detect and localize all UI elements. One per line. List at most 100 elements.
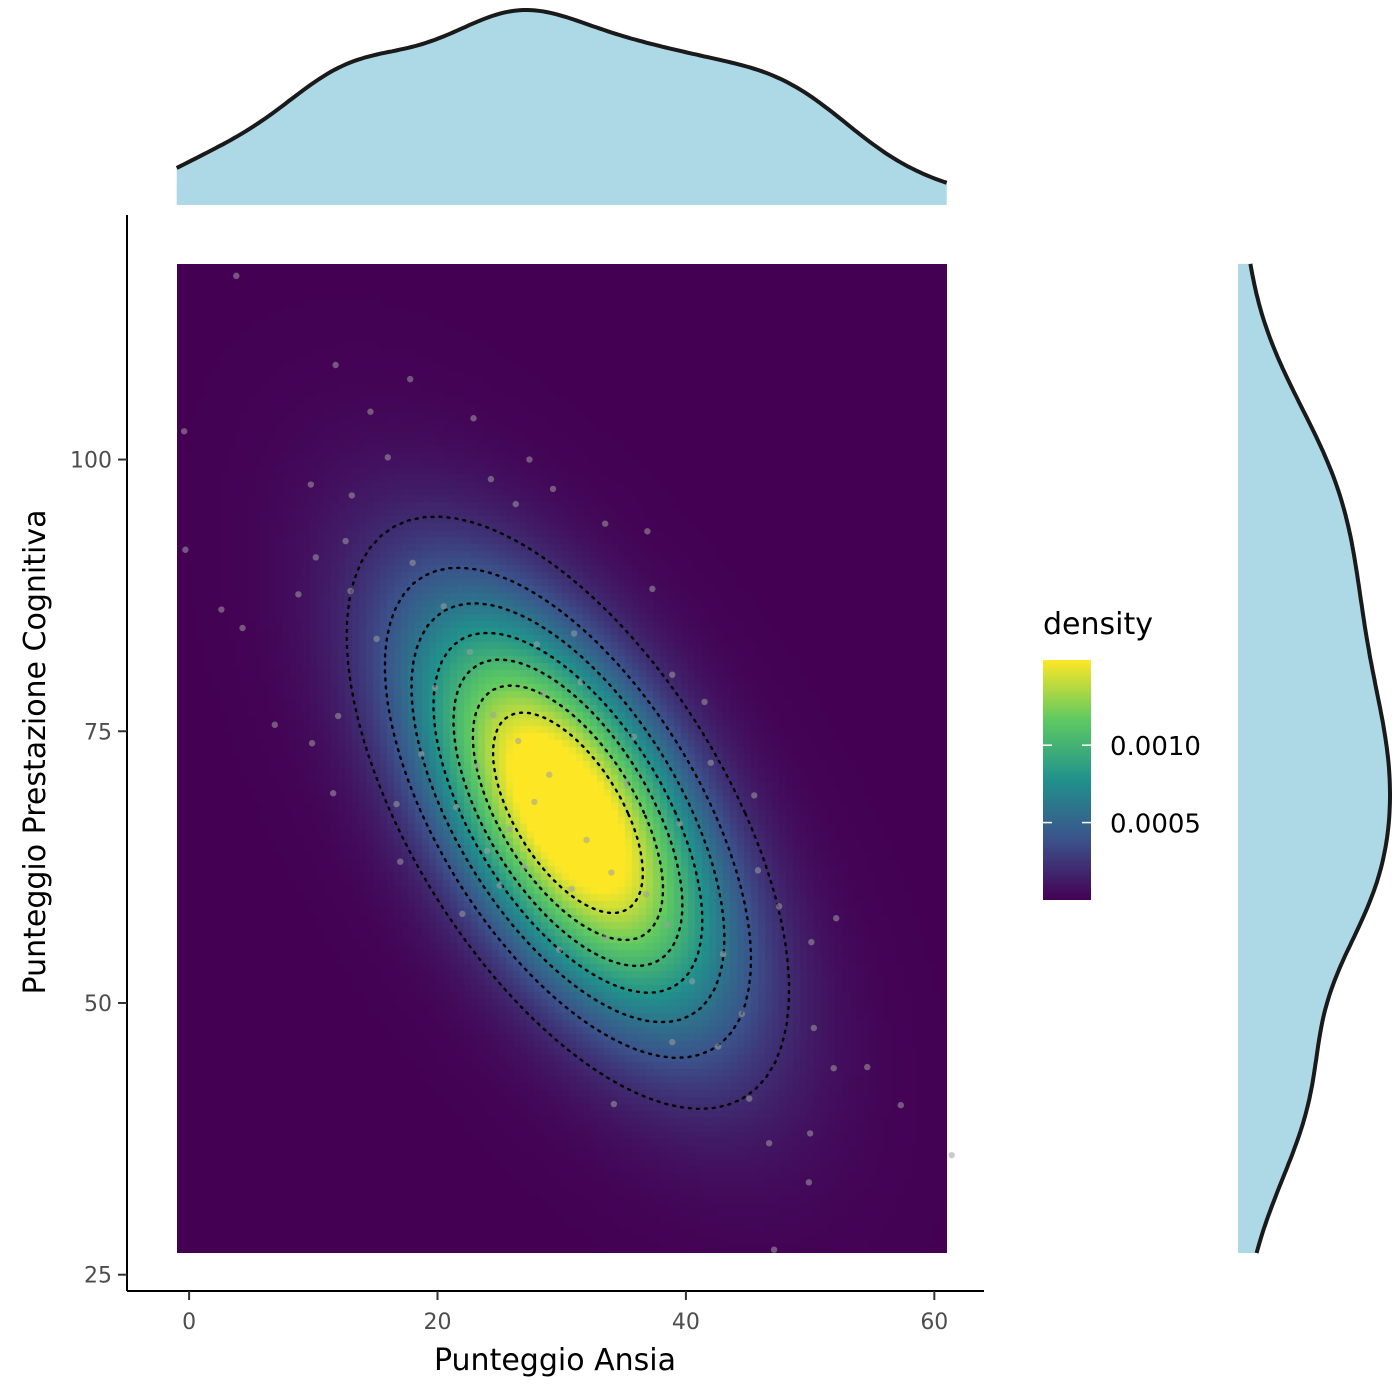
data-point [373,635,380,643]
scatter-points [180,272,955,1253]
y-tick-label: 50 [84,992,112,1017]
data-point [334,712,342,720]
y-axis-title: Punteggio Prestazione Cognitiva [18,510,53,995]
data-point [830,1064,837,1072]
data-point [182,546,189,553]
data-point [610,1100,618,1108]
data-point [664,921,671,928]
data-point [342,537,349,545]
data-point [295,591,302,598]
data-point [367,408,374,415]
density-raster [176,263,947,1253]
data-point [765,1139,773,1147]
y-tick-label: 100 [70,449,112,474]
contour-line [452,658,684,968]
legend-tick-label: 0.0005 [1110,810,1201,840]
data-point [312,554,319,561]
data-point [470,415,477,422]
color-legend: density 0.0005 0.0010 [1043,607,1201,900]
data-point [623,780,630,787]
y-axis-ticks: 25 50 75 100 [70,449,127,1289]
top-marginal-line [175,8,948,185]
data-point [644,528,651,535]
data-point [496,882,503,889]
x-axis-ticks: 0 20 40 60 [182,1291,948,1335]
data-point [452,804,460,811]
legend-title: density [1043,607,1153,642]
data-point [515,737,522,745]
x-tick-label: 60 [920,1310,948,1335]
data-point [474,762,481,770]
right-marginal-fill [1238,263,1390,1253]
data-point [271,721,279,728]
data-point [775,903,783,910]
data-point [715,1043,722,1050]
data-point [348,492,356,499]
data-point [770,1246,778,1253]
x-tick-label: 40 [672,1310,700,1335]
data-point [676,820,683,827]
legend-tick-label: 0.0010 [1110,732,1201,762]
data-point [701,698,708,706]
data-point [539,690,547,697]
contour-line [432,631,704,994]
data-point [490,711,497,719]
data-point [948,1151,955,1159]
contour-line [491,711,645,915]
x-tick-label: 0 [182,1310,196,1335]
x-axis-title: Punteggio Ansia [434,1343,676,1378]
data-point [506,825,513,833]
data-point [487,475,495,483]
data-point [601,520,609,527]
data-point [738,1010,746,1018]
data-point [332,361,339,369]
data-point [533,641,541,648]
data-point [521,863,528,871]
data-point [630,733,637,740]
data-point [409,559,416,566]
data-point [810,1024,818,1032]
contour-line [383,566,753,1060]
data-point [669,1038,676,1046]
data-point [512,500,519,508]
data-point [719,950,727,958]
x-tick-label: 20 [424,1310,452,1335]
density-contours [345,515,791,1111]
data-point [746,1095,753,1102]
data-point [466,648,473,656]
data-point [897,1101,904,1109]
data-point [180,428,188,435]
data-point [649,585,656,593]
data-point [608,869,615,876]
data-point [406,375,414,383]
data-point [418,750,425,758]
data-point [583,836,590,844]
data-point [393,800,400,808]
data-point [688,978,696,985]
top-marginal-fill [176,10,947,205]
data-point [556,946,563,953]
data-point [808,938,815,946]
data-point [669,671,676,678]
data-point [233,272,240,280]
data-point [577,679,584,686]
data-point [805,1179,813,1186]
data-point [329,790,337,797]
y-tick-label: 25 [84,1264,112,1289]
top-marginal-density [175,8,948,205]
data-point [308,740,316,747]
data-point [218,606,225,613]
data-point [570,630,578,637]
right-marginal-density [1238,263,1392,1254]
main-panel: 0 20 40 60 25 50 75 100 Punteggio Ansia Punteg… [18,215,984,1378]
data-point [546,771,553,778]
data-point [307,481,315,488]
data-point [806,1130,814,1137]
data-point [431,684,439,691]
data-point [531,798,538,806]
data-point [483,847,491,855]
data-point [601,934,609,941]
data-point [384,454,392,461]
data-point [440,603,447,610]
